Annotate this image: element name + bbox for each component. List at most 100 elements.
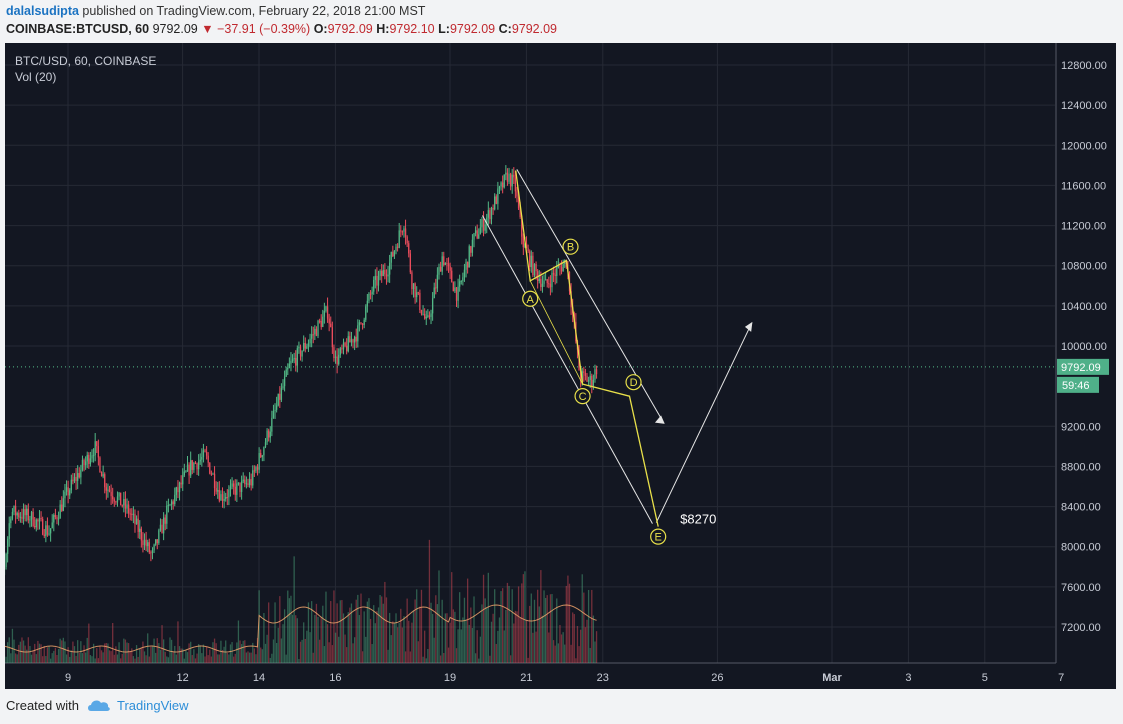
tradingview-brand-link[interactable]: TradingView xyxy=(116,698,189,713)
volume-bar xyxy=(384,581,386,663)
volume-bar xyxy=(248,652,251,663)
volume-bar xyxy=(202,644,205,663)
price-axis-tick: 8000.00 xyxy=(1061,542,1101,554)
candle-body xyxy=(522,236,524,248)
pattern-point-e-label: E xyxy=(655,532,662,544)
volume-bar xyxy=(336,603,338,663)
pattern-point-e-circle xyxy=(650,528,667,545)
candle-body xyxy=(185,471,187,473)
price-axis-tick: 8400.00 xyxy=(1061,502,1101,514)
candle-body xyxy=(366,300,369,307)
candle-body xyxy=(403,228,405,232)
volume-bar xyxy=(505,609,507,663)
candle-body xyxy=(554,274,556,276)
volume-bar xyxy=(346,647,348,663)
volume-bar xyxy=(299,641,302,663)
candle-body xyxy=(240,481,243,492)
candle-body xyxy=(326,306,329,319)
volume-bar xyxy=(194,658,197,663)
volume-bar xyxy=(145,655,147,663)
volume-bar xyxy=(444,613,446,663)
candle-body xyxy=(162,517,165,534)
open-value: 9792.09 xyxy=(327,22,373,36)
candle-body xyxy=(484,224,486,231)
candle-body xyxy=(221,494,224,501)
candle-body xyxy=(489,210,491,220)
candle-body xyxy=(384,269,386,275)
price-chart[interactable]: 12800.00 12400.00 12000.00 11600.00 11200.00… xyxy=(5,43,1116,689)
volume-bar xyxy=(110,651,112,663)
volume-bar xyxy=(404,651,407,663)
candle-body xyxy=(519,208,521,218)
candle-body xyxy=(75,476,77,481)
candle-body xyxy=(188,464,190,476)
price-axis-tick: 11200.00 xyxy=(1061,221,1106,233)
volume-bar xyxy=(564,644,566,663)
volume-bar xyxy=(96,648,98,663)
volume-bar xyxy=(266,634,268,663)
volume-bar xyxy=(333,590,335,663)
volume-bar xyxy=(64,641,66,663)
candle-body xyxy=(508,173,510,182)
volume-bar xyxy=(497,630,499,663)
volume-bar xyxy=(148,656,150,663)
candle-body xyxy=(5,553,7,567)
volume-bar xyxy=(32,650,34,663)
author-link[interactable]: dalalsudipta xyxy=(6,4,79,18)
volume-bar xyxy=(482,574,485,663)
candle-body xyxy=(215,488,217,492)
candle-body xyxy=(398,230,400,248)
candle-body xyxy=(40,518,42,520)
volume-bar xyxy=(161,625,163,663)
pattern-point-d-circle xyxy=(625,374,642,391)
volume-bar xyxy=(226,652,228,663)
volume-bar xyxy=(287,590,289,663)
candle-body xyxy=(255,467,257,472)
candle-body xyxy=(56,516,58,520)
candle-body xyxy=(591,375,593,386)
candle-body xyxy=(11,511,14,519)
volume-bar xyxy=(416,589,418,663)
volume-bar xyxy=(115,646,117,663)
volume-bar xyxy=(177,621,179,663)
candle-body xyxy=(127,504,130,514)
volume-bar xyxy=(552,640,555,663)
volume-bar xyxy=(67,647,69,663)
volume-bar xyxy=(409,651,411,663)
candle-body xyxy=(245,483,248,485)
candle-body xyxy=(306,346,308,349)
volume-bar xyxy=(234,653,236,663)
candle-body xyxy=(271,417,273,432)
volume-bar xyxy=(537,589,539,663)
candle-body xyxy=(67,487,69,496)
candle-body xyxy=(277,393,279,406)
candle-body xyxy=(411,272,413,290)
candle-body xyxy=(89,458,92,464)
high-value: 9792.10 xyxy=(389,22,435,36)
volume-bar xyxy=(446,613,448,663)
candle-body xyxy=(288,363,291,368)
price-axis-tick: 9200.00 xyxy=(1061,421,1101,433)
volume-bar xyxy=(460,629,462,663)
volume-bar xyxy=(309,632,311,663)
chart-pane[interactable]: 12800.00 12400.00 12000.00 11600.00 11200.00… xyxy=(5,43,1116,689)
volume-bar xyxy=(269,657,271,663)
candle-body xyxy=(355,336,357,342)
candle-body xyxy=(115,501,117,503)
volume-bar xyxy=(255,654,257,663)
time-axis-tick: 26 xyxy=(711,672,723,684)
volume-bar xyxy=(147,633,149,663)
candle-body xyxy=(16,513,18,516)
volume-bar xyxy=(465,619,467,663)
candle-body xyxy=(218,490,220,501)
volume-bar xyxy=(253,648,255,663)
candle-body xyxy=(478,234,480,239)
volume-bar xyxy=(40,644,42,663)
volume-bar xyxy=(213,638,216,663)
candle-body xyxy=(529,251,531,268)
candle-body xyxy=(8,523,10,539)
volume-bar xyxy=(201,653,203,663)
candle-body xyxy=(544,279,547,281)
volume-bar xyxy=(107,643,109,663)
volume-bar xyxy=(244,640,246,663)
